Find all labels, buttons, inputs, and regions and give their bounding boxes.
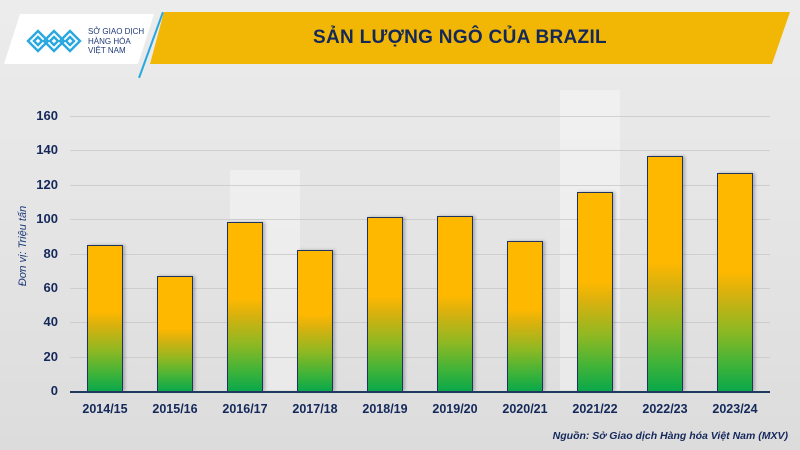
gridline <box>70 288 770 289</box>
gridline <box>70 116 770 117</box>
x-tick: 2015/16 <box>152 402 198 416</box>
x-tick: 2019/20 <box>432 402 478 416</box>
x-tick: 2022/23 <box>642 402 688 416</box>
mxv-logo-icon <box>26 29 82 53</box>
bar-2023-24 <box>717 172 753 391</box>
bar-2016-17 <box>227 221 263 391</box>
gridline <box>70 150 770 151</box>
gridline <box>70 219 770 220</box>
y-tick: 60 <box>43 280 58 295</box>
y-tick: 20 <box>43 349 58 364</box>
x-tick: 2020/21 <box>502 402 548 416</box>
logo-line: HÀNG HÓA <box>88 36 131 46</box>
gridline <box>70 254 770 255</box>
title-band <box>150 12 790 64</box>
y-tick: 40 <box>43 314 58 329</box>
logo-line: SỞ GIAO DỊCH <box>88 27 145 36</box>
x-tick: 2021/22 <box>572 402 618 416</box>
y-tick: 140 <box>36 142 58 157</box>
y-tick: 160 <box>36 108 58 123</box>
source-note: Nguồn: Sở Giao dịch Hàng hóa Việt Nam (M… <box>552 430 788 442</box>
bar-2020-21 <box>507 241 543 391</box>
bar-2022-23 <box>647 155 683 391</box>
bar-2015-16 <box>157 275 193 391</box>
x-tick: 2023/24 <box>712 402 758 416</box>
y-tick: 120 <box>36 177 58 192</box>
gridline <box>70 185 770 186</box>
x-axis-line <box>70 391 770 393</box>
gridline <box>70 357 770 358</box>
logo-text: SỞ GIAO DỊCH HÀNG HÓA VIỆT NAM <box>88 27 144 56</box>
logo-line: VIỆT NAM <box>88 46 126 55</box>
bar-2021-22 <box>577 191 613 391</box>
chart-title: SẢN LƯỢNG NGÔ CỦA BRAZIL <box>313 27 607 48</box>
y-tick: 0 <box>50 383 58 398</box>
bar-2017-18 <box>297 250 333 391</box>
bar-2018-19 <box>367 217 403 391</box>
x-tick: 2017/18 <box>292 402 338 416</box>
x-tick: 2014/15 <box>82 402 128 416</box>
x-tick: 2016/17 <box>222 402 268 416</box>
gridline <box>70 322 770 323</box>
bar-2019-20 <box>437 215 473 391</box>
y-tick: 80 <box>43 246 58 261</box>
bar-2014-15 <box>87 244 123 391</box>
x-tick: 2018/19 <box>362 402 408 416</box>
y-tick: 100 <box>36 211 58 226</box>
